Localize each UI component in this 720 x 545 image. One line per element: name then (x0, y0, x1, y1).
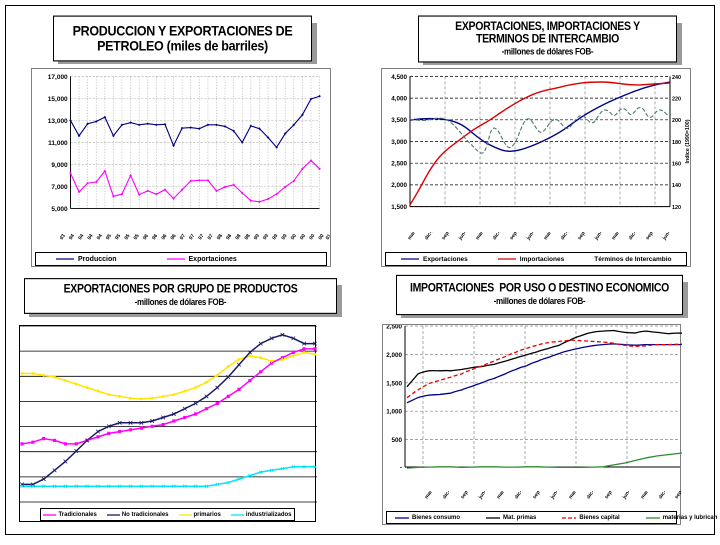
svg-text:1,500: 1,500 (386, 380, 402, 387)
svg-text:2,000: 2,000 (391, 182, 407, 189)
svg-text:94: 94 (68, 233, 76, 241)
svg-text:96: 96 (151, 233, 159, 241)
svg-text:mar-99: mar-99 (543, 232, 557, 241)
svg-text:sep-03: sep-03 (645, 232, 659, 241)
svg-text:1,000: 1,000 (386, 409, 402, 416)
svg-text:4,500: 4,500 (391, 74, 407, 81)
svg-text:95: 95 (114, 233, 122, 241)
svg-text:3,500: 3,500 (391, 117, 407, 124)
svg-text:97: 97 (207, 233, 215, 241)
svg-text:5,000: 5,000 (51, 206, 68, 213)
svg-text:mar-96: mar-96 (496, 491, 510, 500)
svg-text:01: 01 (325, 233, 330, 241)
svg-text:jun-04: jun-04 (661, 232, 670, 242)
svg-text:jun-01: jun-01 (621, 491, 635, 501)
svg-text:mar-93: mar-93 (408, 232, 421, 241)
svg-text:98: 98 (216, 233, 224, 241)
svg-text:2,500: 2,500 (386, 325, 402, 331)
svg-text:dic-96: dic-96 (492, 232, 505, 241)
svg-text:dic-93: dic-93 (424, 232, 437, 241)
svg-text:97: 97 (188, 233, 196, 241)
svg-text:2,000: 2,000 (386, 352, 402, 359)
svg-text:dic-99: dic-99 (586, 491, 599, 500)
svg-text:99: 99 (281, 233, 289, 241)
svg-text:17,000: 17,000 (48, 74, 68, 81)
svg-text:mar-02: mar-02 (640, 491, 654, 500)
svg-text:jun-01: jun-01 (593, 232, 607, 242)
svg-text:220: 220 (672, 96, 681, 102)
svg-text:sep-97: sep-97 (532, 491, 546, 500)
svg-text:93: 93 (60, 233, 67, 241)
svg-text:3,000: 3,000 (391, 139, 407, 146)
svg-text:240: 240 (672, 75, 681, 81)
svg-text:13,000: 13,000 (48, 118, 68, 125)
svg-text:sep-94: sep-94 (460, 491, 474, 500)
svg-text:94: 94 (86, 233, 94, 241)
svg-text:dic-02: dic-02 (628, 232, 641, 241)
svg-text:95: 95 (123, 233, 131, 241)
svg-text:jun-95: jun-95 (457, 232, 471, 242)
svg-text:jun-98: jun-98 (525, 232, 539, 242)
svg-text:99: 99 (262, 233, 270, 241)
svg-text:dic-02: dic-02 (658, 491, 671, 500)
svg-text:120: 120 (672, 205, 681, 211)
svg-text:sep-03: sep-03 (674, 491, 681, 500)
svg-text:00: 00 (299, 233, 307, 241)
svg-text:96: 96 (170, 233, 178, 241)
svg-text:160: 160 (672, 162, 681, 168)
svg-text:97: 97 (197, 233, 205, 241)
svg-text:mar-99: mar-99 (568, 491, 582, 500)
svg-text:97: 97 (179, 233, 187, 241)
svg-text:98: 98 (234, 233, 242, 241)
svg-text:7,000: 7,000 (51, 184, 68, 191)
svg-text:180: 180 (672, 140, 681, 146)
svg-text:sep-97: sep-97 (509, 232, 523, 241)
svg-text:98: 98 (244, 233, 252, 241)
svg-text:-: - (400, 465, 402, 472)
svg-text:500: 500 (391, 437, 402, 444)
svg-text:96: 96 (142, 233, 150, 241)
svg-text:sep-94: sep-94 (441, 232, 455, 241)
svg-text:94: 94 (77, 233, 85, 241)
svg-text:dic-99: dic-99 (560, 232, 573, 241)
svg-text:00: 00 (308, 233, 316, 241)
svg-text:mar-02: mar-02 (611, 232, 625, 241)
svg-text:95: 95 (105, 233, 113, 241)
svg-text:99: 99 (271, 233, 279, 241)
svg-text:Indice (1990=100): Indice (1990=100) (685, 119, 691, 163)
svg-text:dic-96: dic-96 (514, 491, 527, 500)
svg-text:11,000: 11,000 (48, 140, 68, 147)
svg-text:99: 99 (253, 233, 261, 241)
svg-text:00: 00 (290, 233, 298, 241)
svg-text:98: 98 (225, 233, 233, 241)
svg-text:jun-95: jun-95 (477, 491, 491, 501)
svg-text:140: 140 (672, 183, 681, 189)
svg-text:mar-93: mar-93 (425, 491, 438, 500)
svg-text:dic-93: dic-93 (442, 491, 455, 500)
svg-text:sep-00: sep-00 (577, 232, 591, 241)
svg-text:94: 94 (96, 233, 104, 241)
svg-text:sep-00: sep-00 (604, 491, 618, 500)
svg-text:200: 200 (672, 118, 681, 124)
svg-text:2,500: 2,500 (391, 161, 407, 168)
svg-text:15,000: 15,000 (48, 96, 68, 103)
svg-text:4,000: 4,000 (391, 95, 407, 102)
svg-text:9,000: 9,000 (51, 162, 68, 169)
svg-text:96: 96 (160, 233, 168, 241)
svg-text:95: 95 (133, 233, 141, 241)
svg-text:jun-98: jun-98 (549, 491, 563, 501)
svg-text:1,500: 1,500 (391, 204, 407, 211)
svg-text:mar-96: mar-96 (475, 232, 489, 241)
